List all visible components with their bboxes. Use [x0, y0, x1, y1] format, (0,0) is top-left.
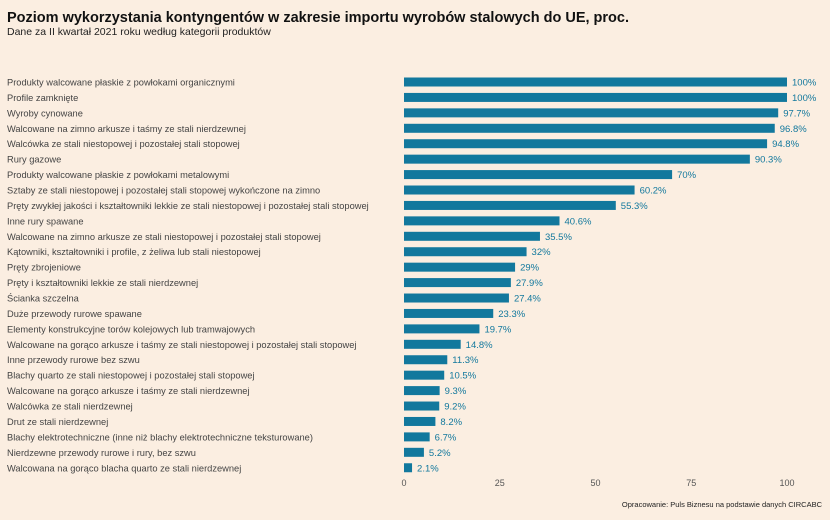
bar [404, 154, 750, 164]
bar [404, 463, 413, 473]
bar [404, 92, 787, 102]
x-tick-label: 75 [686, 478, 696, 488]
value-label: 27.9% [516, 278, 543, 289]
value-label: 19.7% [484, 324, 511, 335]
value-label: 35.5% [545, 232, 572, 243]
category-label: Wyroby cynowane [7, 108, 83, 118]
category-label: Walcowane na gorąco arkusze i taśmy ze s… [7, 386, 250, 396]
chart-subtitle: Dane za II kwartał 2021 roku według kate… [7, 26, 271, 38]
value-label: 2.1% [417, 463, 439, 474]
value-label: 23.3% [498, 309, 525, 320]
category-label: Rury gazowe [7, 155, 61, 165]
category-label: Walcowane na gorąco arkusze i taśmy ze s… [7, 340, 357, 350]
chart-title: Poziom wykorzystania kontyngentów w zakr… [7, 10, 630, 26]
value-label: 90.3% [755, 155, 782, 166]
bar [404, 247, 527, 257]
category-label: Walcówka ze stali niestopowej i pozostał… [7, 139, 240, 149]
category-label: Drut ze stali nierdzewnej [7, 417, 108, 427]
category-label: Profile zamknięte [7, 93, 78, 103]
bar [404, 447, 424, 457]
category-label: Produkty walcowane płaskie z powłokami o… [7, 78, 235, 88]
value-label: 9.3% [445, 386, 467, 397]
value-label: 100% [792, 93, 817, 104]
bar [404, 308, 494, 318]
category-label: Blachy elektrotechniczne (inne niż blach… [7, 432, 313, 442]
value-label: 94.8% [772, 139, 799, 150]
value-label: 100% [792, 78, 817, 89]
x-tick-label: 100 [779, 478, 794, 488]
bar [404, 77, 787, 87]
bar [404, 139, 768, 149]
value-label: 32% [532, 247, 552, 258]
bar [404, 123, 775, 133]
bar [404, 324, 480, 334]
value-label: 40.6% [564, 216, 591, 227]
category-label: Walcowana na gorąco blacha quarto ze sta… [7, 463, 241, 473]
value-label: 29% [520, 263, 540, 274]
bar [404, 432, 430, 442]
value-label: 70% [677, 170, 697, 181]
bar [404, 185, 635, 195]
bar [404, 339, 461, 349]
bar [404, 216, 560, 226]
category-label: Walcówka ze stali nierdzewnej [7, 402, 133, 412]
value-label: 14.8% [466, 340, 493, 351]
category-label: Inne rury spawane [7, 216, 84, 226]
value-label: 60.2% [640, 186, 667, 197]
bar [404, 231, 540, 241]
source-note: Opracowanie: Puls Biznesu na podstawie d… [621, 500, 822, 509]
value-label: 10.5% [449, 371, 476, 382]
category-label: Kątowniki, kształtowniki i profile, z że… [7, 247, 261, 257]
category-label: Produkty walcowane płaskie z powłokami m… [7, 170, 229, 180]
x-tick-label: 0 [401, 478, 406, 488]
category-label: Elementy konstrukcyjne torów kolejowych … [7, 324, 255, 334]
value-label: 11.3% [452, 355, 479, 366]
bar [404, 370, 445, 380]
value-label: 5.2% [429, 448, 451, 459]
x-tick-label: 50 [590, 478, 600, 488]
bar [404, 170, 673, 180]
value-label: 27.4% [514, 294, 541, 305]
value-label: 97.7% [783, 108, 810, 119]
bar [404, 262, 516, 272]
bar [404, 278, 511, 288]
x-tick-label: 25 [495, 478, 505, 488]
category-label: Inne przewody rurowe bez szwu [7, 355, 140, 365]
category-label: Walcowane na zimno arkusze i taśmy ze st… [7, 124, 246, 134]
category-label: Pręty zbrojeniowe [7, 263, 81, 273]
value-label: 6.7% [435, 432, 457, 443]
category-label: Pręty i kształtowniki lekkie ze stali ni… [7, 278, 198, 288]
category-label: Blachy quarto ze stali niestopowej i poz… [7, 371, 255, 381]
bar [404, 355, 448, 365]
bar [404, 108, 779, 118]
bar [404, 401, 440, 411]
bar [404, 386, 440, 396]
value-label: 96.8% [780, 124, 807, 135]
category-label: Walcowane na zimno arkusze ze stali nies… [7, 232, 321, 242]
bar [404, 200, 616, 210]
category-label: Nierdzewne przewody rurowe i rury, bez s… [7, 448, 196, 458]
value-label: 55.3% [621, 201, 648, 212]
category-label: Sztaby ze stali niestopowej i pozostałej… [7, 186, 320, 196]
value-label: 9.2% [444, 402, 466, 413]
bar [404, 293, 509, 303]
category-label: Ścianka szczelna [7, 293, 80, 304]
value-label: 8.2% [440, 417, 462, 428]
category-label: Pręty zwykłej jakości i kształtowniki le… [7, 201, 369, 211]
bar [404, 416, 436, 426]
category-label: Duże przewody rurowe spawane [7, 309, 142, 319]
